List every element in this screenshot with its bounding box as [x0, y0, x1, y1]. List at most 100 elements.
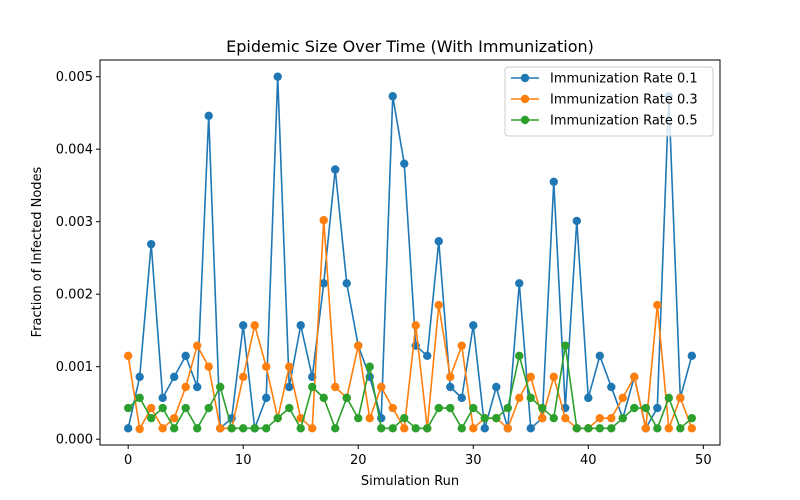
data-point — [296, 321, 305, 330]
data-point — [169, 413, 179, 423]
data-point — [423, 351, 432, 361]
data-point — [273, 413, 282, 423]
data-point — [469, 424, 478, 433]
data-point — [216, 382, 225, 392]
data-point — [123, 424, 133, 433]
data-point — [457, 393, 466, 403]
legend-marker — [520, 73, 530, 83]
data-point — [331, 424, 340, 433]
data-point — [204, 362, 213, 371]
legend-label: Immunization Rate 0.5 — [550, 114, 698, 129]
data-point — [354, 413, 363, 423]
data-point — [169, 424, 179, 433]
series-layer — [123, 72, 697, 434]
legend-marker — [520, 115, 530, 125]
data-point — [687, 351, 697, 361]
data-point — [342, 393, 351, 403]
x-tick-label: 20 — [350, 453, 367, 468]
data-point — [146, 413, 156, 423]
data-point — [515, 279, 524, 288]
legend-label: Immunization Rate 0.3 — [550, 93, 698, 108]
data-point — [308, 382, 317, 392]
data-point — [400, 413, 409, 423]
data-point — [687, 413, 697, 423]
data-point — [123, 403, 133, 413]
data-point — [676, 393, 685, 403]
x-axis: 0 10 20 30 40 50 — [124, 445, 712, 468]
data-point — [664, 393, 674, 403]
data-point — [641, 424, 651, 433]
data-point — [549, 413, 558, 423]
data-point — [331, 165, 340, 174]
data-point — [169, 372, 179, 382]
data-point — [607, 413, 616, 423]
data-point — [135, 424, 144, 434]
x-tick-label: 40 — [580, 453, 597, 468]
y-tick-label: 0.001 — [56, 360, 93, 375]
data-point — [561, 341, 570, 350]
x-axis-label: Simulation Run — [361, 474, 459, 489]
x-tick-label: 0 — [124, 453, 132, 468]
data-point — [204, 111, 213, 121]
data-point — [572, 216, 581, 226]
y-tick-label: 0.003 — [56, 215, 93, 230]
data-point — [319, 393, 328, 403]
data-point — [250, 424, 259, 433]
data-point — [607, 382, 616, 392]
data-point — [308, 424, 317, 433]
data-point — [319, 279, 328, 288]
data-point — [388, 92, 397, 101]
data-point — [687, 424, 697, 433]
data-point — [607, 424, 616, 433]
data-point — [538, 413, 547, 423]
data-point — [618, 393, 627, 403]
data-point — [446, 372, 455, 382]
plot-frame — [99, 59, 721, 446]
data-point — [480, 413, 489, 423]
data-point — [158, 424, 167, 433]
data-point — [273, 72, 282, 81]
data-point — [503, 403, 512, 413]
data-point — [239, 372, 248, 382]
data-point — [193, 341, 202, 350]
data-point — [457, 424, 466, 433]
series-3 — [123, 341, 697, 433]
data-point — [492, 413, 501, 423]
data-point — [664, 424, 674, 433]
data-point — [549, 177, 558, 187]
data-point — [285, 362, 294, 371]
data-point — [641, 403, 651, 413]
data-point — [676, 424, 685, 433]
data-point — [526, 372, 535, 382]
legend-label: Immunization Rate 0.1 — [550, 72, 698, 87]
y-tick-label: 0.005 — [56, 70, 93, 85]
x-tick-label: 10 — [235, 453, 252, 468]
data-point — [262, 393, 271, 403]
data-point — [411, 424, 420, 433]
data-point — [342, 279, 351, 288]
data-point — [181, 403, 190, 413]
data-point — [262, 424, 271, 433]
data-point — [331, 382, 340, 392]
data-point — [434, 403, 443, 413]
y-tick-label: 0.000 — [56, 433, 93, 448]
data-point — [239, 321, 248, 330]
data-point — [480, 424, 489, 433]
data-point — [319, 216, 328, 225]
data-point — [377, 424, 386, 433]
data-point — [653, 424, 662, 433]
data-point — [377, 382, 386, 392]
data-point — [158, 403, 167, 413]
data-point — [250, 321, 259, 330]
legend-frame — [504, 66, 714, 137]
data-point — [526, 424, 535, 433]
data-point — [135, 393, 144, 403]
data-point — [193, 424, 202, 433]
y-tick-label: 0.002 — [56, 288, 93, 303]
data-point — [400, 424, 409, 433]
data-point — [653, 403, 662, 413]
legend-marker — [520, 94, 530, 104]
data-point — [538, 403, 547, 413]
data-point — [296, 424, 305, 433]
